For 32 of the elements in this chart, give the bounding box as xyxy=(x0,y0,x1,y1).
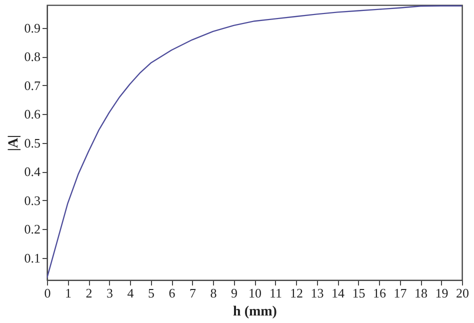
x-tick-label: 0 xyxy=(44,286,51,300)
x-tick-label: 20 xyxy=(456,286,469,300)
y-tick-label: 0.9 xyxy=(24,20,40,36)
x-tick-label: 13 xyxy=(310,286,324,300)
x-tick-label: 12 xyxy=(290,286,303,300)
x-tick-label: 14 xyxy=(332,286,345,300)
x-tick-label: 11 xyxy=(269,286,282,300)
x-tick-label: 9 xyxy=(231,286,238,300)
x-tick-label: 19 xyxy=(435,286,448,300)
x-tick-label: 15 xyxy=(352,286,366,300)
y-tick-label: 0.4 xyxy=(24,164,41,180)
y-tick-label: 0.7 xyxy=(24,78,41,93)
y-tick-label: 0.1 xyxy=(24,250,40,266)
x-tick-label: 16 xyxy=(373,286,386,300)
x-tick-label: 18 xyxy=(414,286,428,300)
x-tick-label: 3 xyxy=(106,286,113,300)
x-tick-label: 4 xyxy=(127,286,134,300)
x-tick-label: 1 xyxy=(65,286,72,300)
y-tick-label: 0.6 xyxy=(24,106,41,122)
y-tick-label: 0.5 xyxy=(24,135,40,150)
x-tick-label: 5 xyxy=(148,286,154,300)
x-tick-label: 2 xyxy=(86,286,92,300)
x-tick-label: 17 xyxy=(394,286,408,300)
y-tick-label: 0.3 xyxy=(24,192,40,208)
x-tick-label: 10 xyxy=(248,286,262,300)
y-axis-title: |A| xyxy=(6,134,22,152)
y-tick-label: 0.2 xyxy=(24,222,40,237)
x-axis-title: h (mm) xyxy=(233,304,278,320)
x-tick-label: 8 xyxy=(210,286,217,300)
x-tick-label: 6 xyxy=(168,286,176,300)
y-tick-label: 0.8 xyxy=(24,49,40,64)
x-tick-label: 7 xyxy=(190,286,196,300)
